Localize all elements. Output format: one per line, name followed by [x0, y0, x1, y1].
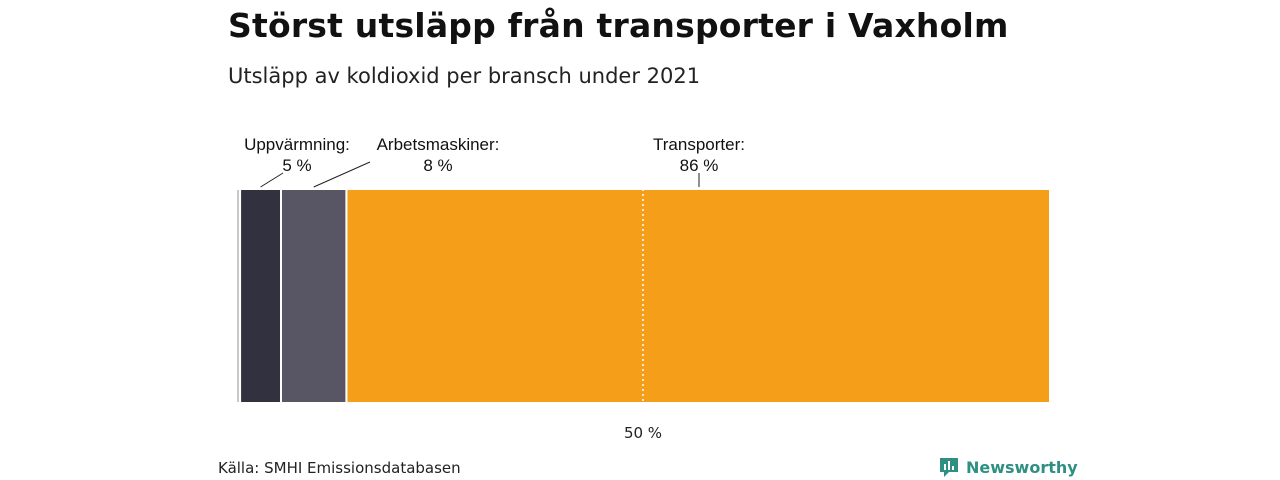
- newsworthy-logo-icon: [940, 458, 958, 477]
- leader-line-uppv-rmning: [260, 172, 284, 188]
- annotation-label-transporter: Transporter:: [653, 135, 745, 154]
- annotation-value-arbetsmaskiner: 8 %: [423, 156, 452, 175]
- stacked-bar-chart: 50 % Uppvärmning: 5 % Arbetsmaskiner: 8 % Tra…: [235, 135, 1051, 442]
- annotation-label-arbetsmaskiner: Arbetsmaskiner:: [377, 135, 500, 154]
- chart-subtitle: Utsläpp av koldioxid per bransch under 2…: [228, 64, 701, 88]
- chart-title: Störst utsläpp från transporter i Vaxhol…: [228, 6, 1009, 45]
- brand-name: Newsworthy: [966, 457, 1078, 477]
- bar-segment-transporter: [345, 188, 1051, 404]
- annotation-label-uppv-rmning: Uppvärmning:: [244, 135, 350, 154]
- reference-line-label: 50 %: [624, 424, 662, 442]
- leader-line-arbetsmaskiner: [313, 161, 371, 188]
- source-note: Källa: SMHI Emissionsdatabasen: [218, 459, 461, 477]
- annotation-value-transporter: 86 %: [680, 156, 719, 175]
- brand-logo[interactable]: Newsworthy: [938, 455, 1078, 479]
- annotation-value-uppv-rmning: 5 %: [282, 156, 311, 175]
- bar-segment-arbetsmaskiner: [279, 188, 348, 404]
- bar-segment-uppv-rmning: [239, 188, 282, 404]
